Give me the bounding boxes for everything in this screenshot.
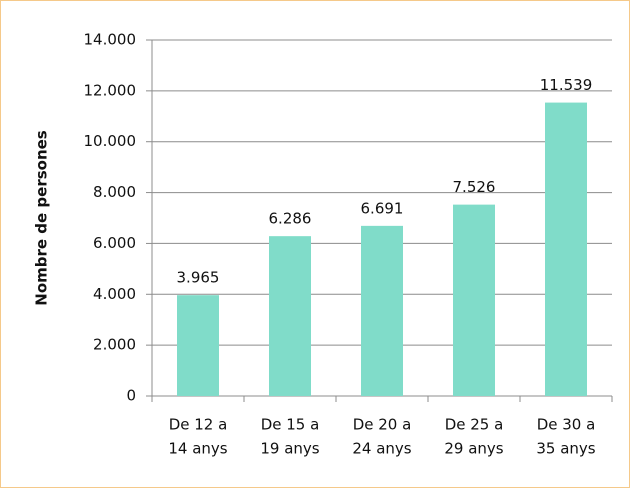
y-tick-label: 2.000 [93, 336, 136, 354]
x-tick-label: 24 anys [352, 440, 411, 458]
x-tick-label: 29 anys [444, 440, 503, 458]
data-label: 7.526 [453, 178, 496, 196]
y-tick-label: 14.000 [84, 31, 137, 49]
x-tick-label: 19 anys [260, 440, 319, 458]
x-tick-label: 14 anys [168, 440, 227, 458]
x-tick-label: De 20 a [353, 416, 412, 434]
bar [453, 204, 495, 396]
data-label: 3.965 [177, 269, 220, 287]
data-label: 6.286 [269, 210, 312, 228]
y-tick-label: 12.000 [84, 81, 137, 99]
data-label: 11.539 [540, 76, 593, 94]
x-tick-label: De 25 a [445, 416, 504, 434]
x-tick-label: 35 anys [536, 440, 595, 458]
y-tick-label: 6.000 [93, 234, 136, 252]
data-label: 6.691 [361, 199, 404, 217]
x-tick-label: De 15 a [261, 416, 320, 434]
bar [177, 295, 219, 396]
bar [269, 236, 311, 396]
y-tick-label: 4.000 [93, 285, 136, 303]
bar [545, 102, 587, 396]
y-axis-label: Nombre de persones [33, 130, 51, 306]
y-tick-label: 0 [126, 387, 136, 405]
y-tick-label: 8.000 [93, 183, 136, 201]
x-tick-label: De 12 a [169, 416, 228, 434]
y-tick-label: 10.000 [84, 132, 137, 150]
x-tick-label: De 30 a [537, 416, 596, 434]
bar [361, 225, 403, 396]
